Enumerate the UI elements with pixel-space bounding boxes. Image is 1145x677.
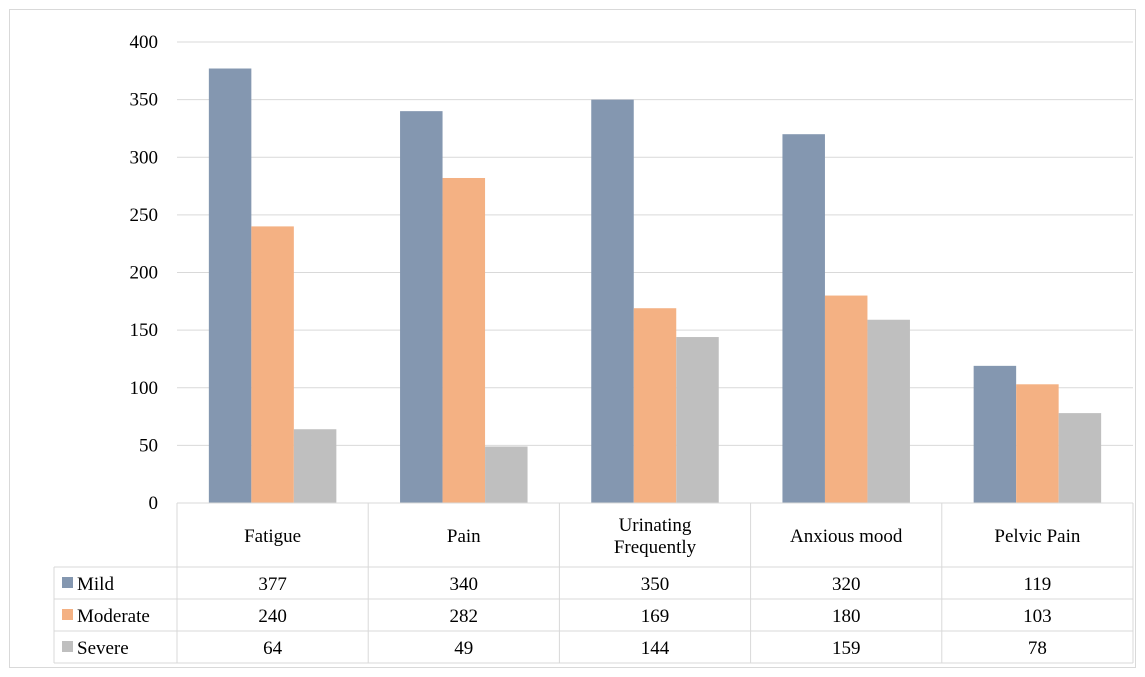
data-table-value: 320 bbox=[832, 574, 861, 595]
x-category-label: Urinating bbox=[619, 515, 692, 536]
x-category-label: Fatigue bbox=[244, 526, 301, 547]
y-tick-label: 400 bbox=[130, 32, 159, 53]
bar-mild bbox=[782, 134, 825, 503]
bar-severe bbox=[293, 429, 337, 503]
data-table-value: 78 bbox=[1028, 638, 1047, 659]
bar-severe bbox=[676, 337, 719, 503]
data-table-value: 49 bbox=[454, 638, 473, 659]
y-tick-label: 300 bbox=[130, 147, 159, 168]
data-table-value: 144 bbox=[641, 638, 670, 659]
legend-label-moderate: Moderate bbox=[77, 606, 150, 627]
legend-label-severe: Severe bbox=[77, 638, 129, 659]
bar-mild bbox=[591, 99, 634, 503]
data-table-value: 103 bbox=[1023, 606, 1052, 627]
data-table-value: 350 bbox=[641, 574, 670, 595]
bar-moderate bbox=[633, 308, 677, 503]
data-table-value: 159 bbox=[832, 638, 861, 659]
bar-moderate bbox=[251, 226, 294, 503]
bar-moderate bbox=[442, 177, 486, 503]
legend-swatch-mild bbox=[62, 577, 73, 588]
bar-severe bbox=[1058, 413, 1102, 503]
bar-severe bbox=[485, 446, 528, 503]
data-table-value: 169 bbox=[641, 606, 670, 627]
bar-moderate bbox=[1016, 384, 1059, 503]
data-table-value: 340 bbox=[450, 574, 479, 595]
y-tick-label: 200 bbox=[130, 263, 159, 284]
legend-swatch-severe bbox=[62, 641, 73, 652]
bar-mild bbox=[400, 111, 443, 504]
chart-frame bbox=[9, 9, 1136, 668]
bar-moderate bbox=[824, 295, 868, 503]
x-category-label: Pelvic Pain bbox=[994, 526, 1081, 547]
y-tick-label: 0 bbox=[149, 493, 159, 514]
bar-severe bbox=[867, 319, 910, 503]
y-tick-label: 250 bbox=[130, 205, 159, 226]
legend-swatch-moderate bbox=[62, 609, 73, 620]
bar-mild bbox=[208, 68, 252, 503]
y-tick-label: 150 bbox=[130, 320, 159, 341]
data-table-value: 282 bbox=[450, 606, 479, 627]
bar-mild bbox=[973, 365, 1017, 503]
x-category-label: Pain bbox=[447, 526, 481, 547]
data-table-value: 119 bbox=[1024, 574, 1052, 595]
y-tick-label: 350 bbox=[130, 90, 159, 111]
data-table-value: 64 bbox=[263, 638, 283, 659]
data-table-value: 240 bbox=[258, 606, 287, 627]
data-table-value: 180 bbox=[832, 606, 861, 627]
legend-label-mild: Mild bbox=[77, 574, 114, 595]
y-tick-label: 50 bbox=[139, 435, 158, 456]
y-tick-label: 100 bbox=[130, 378, 159, 399]
x-category-label: Frequently bbox=[614, 537, 697, 558]
x-category-label: Anxious mood bbox=[790, 526, 903, 547]
data-table-value: 377 bbox=[258, 574, 287, 595]
